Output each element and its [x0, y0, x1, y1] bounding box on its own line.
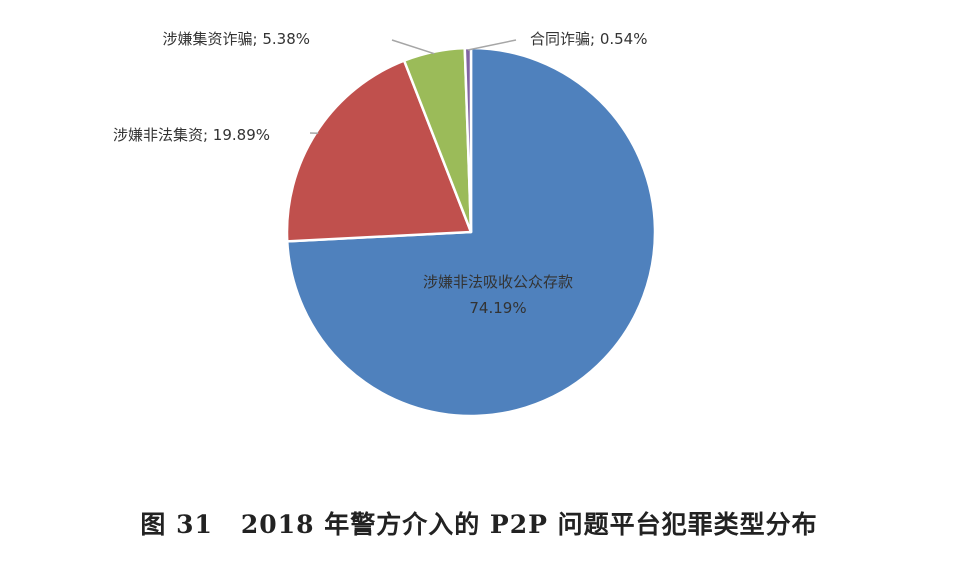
leader-line: [391, 39, 435, 55]
figure-caption-text: 2018 年警方介入的 P2P 问题平台犯罪类型分布: [240, 510, 818, 539]
slice-label: 涉嫌集资诈骗; 5.38%: [163, 30, 310, 48]
slice-label: 涉嫌非法集资; 19.89%: [113, 126, 270, 144]
pie-chart-svg: 涉嫌非法吸收公众存款 74.19% 涉嫌非法集资; 19.89% 涉嫌集资诈骗; 5.…: [113, 30, 657, 418]
pie-chart: 涉嫌非法吸收公众存款 74.19% 涉嫌非法集资; 19.89% 涉嫌集资诈骗; 5.…: [113, 30, 657, 418]
pie-slice: [285, 59, 473, 243]
slice-label-percent: 74.19%: [469, 299, 526, 317]
pie-slice: [463, 46, 473, 234]
leader-line: [467, 39, 517, 51]
slice-label-category: 涉嫌非法吸收公众存款: [423, 273, 573, 291]
figure-caption: 图 31 2018 年警方介入的 P2P 问题平台犯罪类型分布: [0, 505, 958, 541]
figure-number: 图 31: [140, 510, 213, 539]
slice-label: 合同诈骗; 0.54%: [530, 30, 647, 48]
